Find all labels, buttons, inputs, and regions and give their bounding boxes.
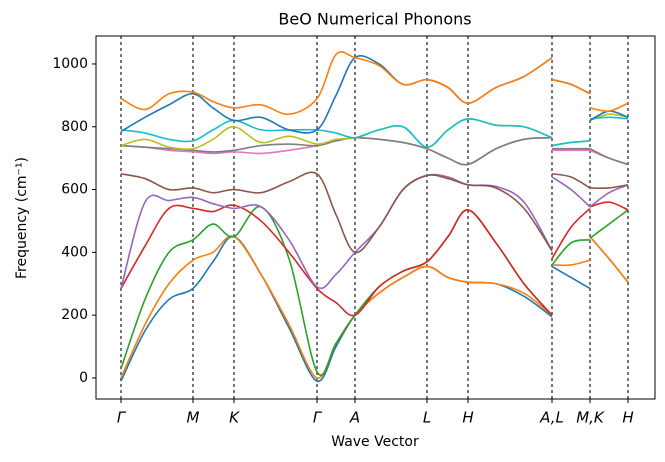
x-tick-label: H [462, 409, 473, 427]
band-line [120, 136, 629, 166]
y-tick-label: 400 [61, 244, 88, 260]
plot-frame [95, 35, 656, 400]
band-line [120, 201, 629, 317]
band-line [120, 51, 629, 115]
y-tick-label: 600 [61, 182, 88, 198]
band-line [120, 171, 629, 254]
y-tick-label: 1000 [52, 56, 88, 72]
y-tick-label: 0 [79, 370, 88, 386]
x-tick-label: M,K [576, 409, 605, 427]
x-tick-label: Γ [117, 409, 127, 427]
x-tick-label: H [622, 409, 633, 427]
x-tick-label: L [423, 409, 431, 427]
x-tick-label: A,L [539, 409, 564, 427]
y-axis-label: Frequency (cm⁻¹) [14, 157, 30, 279]
x-axis-label: Wave Vector [331, 434, 419, 450]
x-tick-label: K [229, 409, 240, 427]
x-tick-label: Γ [313, 409, 323, 427]
chart-title: BeO Numerical Phonons [278, 10, 471, 29]
x-tick-label: A [349, 409, 360, 427]
y-tick-label: 200 [61, 307, 88, 323]
y-tick-label: 800 [61, 119, 88, 135]
x-tick-label: M [187, 409, 200, 427]
